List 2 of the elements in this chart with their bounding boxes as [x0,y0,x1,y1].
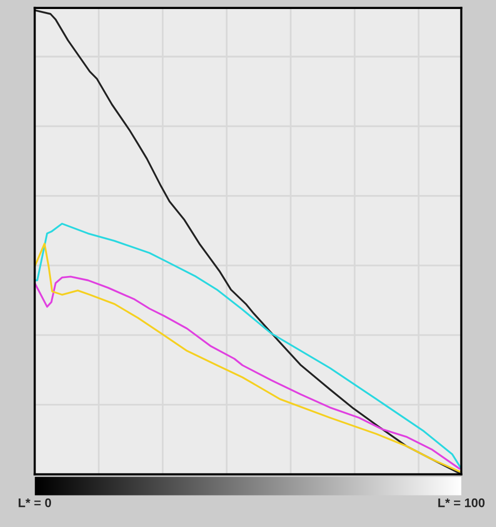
x-tick-label: L* = 0 [18,498,52,508]
x-tick-label: L* = 100 [438,498,485,508]
